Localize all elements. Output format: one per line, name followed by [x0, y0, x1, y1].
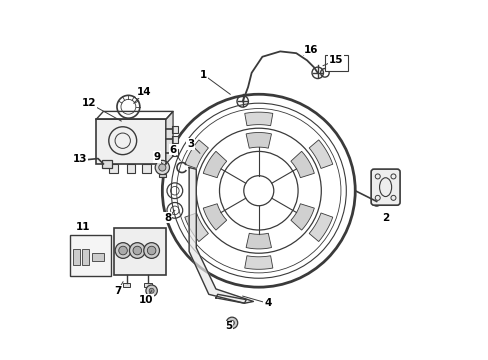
FancyBboxPatch shape [144, 283, 151, 287]
Text: 4: 4 [264, 298, 271, 308]
Polygon shape [308, 213, 332, 242]
Text: 2: 2 [381, 212, 388, 222]
Polygon shape [308, 140, 332, 168]
Polygon shape [203, 204, 226, 230]
Text: 8: 8 [164, 212, 171, 222]
Polygon shape [290, 151, 314, 178]
Text: 16: 16 [303, 45, 317, 55]
Text: 1: 1 [200, 69, 206, 80]
FancyBboxPatch shape [70, 235, 111, 276]
Text: 7: 7 [114, 286, 121, 296]
Circle shape [133, 246, 142, 255]
FancyBboxPatch shape [92, 252, 104, 261]
Text: 12: 12 [81, 98, 96, 108]
Text: 13: 13 [73, 154, 87, 163]
FancyBboxPatch shape [370, 169, 399, 205]
Text: 10: 10 [139, 295, 153, 305]
Polygon shape [245, 233, 271, 249]
Text: 15: 15 [327, 55, 342, 65]
Circle shape [155, 160, 169, 175]
Text: 6: 6 [169, 145, 176, 155]
Polygon shape [184, 140, 208, 168]
FancyBboxPatch shape [142, 164, 150, 173]
Circle shape [145, 285, 157, 296]
FancyBboxPatch shape [109, 164, 118, 173]
Text: 5: 5 [224, 321, 232, 332]
Text: 3: 3 [187, 139, 194, 149]
Circle shape [143, 243, 159, 258]
Circle shape [159, 164, 165, 171]
Polygon shape [245, 132, 271, 148]
Polygon shape [244, 256, 272, 269]
Circle shape [129, 243, 145, 258]
FancyBboxPatch shape [126, 164, 135, 173]
FancyBboxPatch shape [172, 149, 177, 156]
Circle shape [119, 246, 127, 255]
Text: 14: 14 [137, 87, 151, 98]
Text: 11: 11 [76, 222, 90, 232]
Circle shape [149, 288, 154, 293]
Polygon shape [189, 167, 253, 303]
FancyBboxPatch shape [82, 249, 89, 265]
Polygon shape [290, 204, 314, 230]
Polygon shape [244, 112, 272, 126]
Circle shape [115, 243, 131, 258]
Circle shape [147, 246, 156, 255]
FancyBboxPatch shape [73, 249, 80, 265]
FancyBboxPatch shape [172, 136, 177, 143]
FancyBboxPatch shape [96, 119, 165, 164]
FancyBboxPatch shape [114, 228, 165, 275]
FancyBboxPatch shape [159, 174, 165, 177]
FancyBboxPatch shape [102, 159, 112, 168]
Circle shape [371, 197, 381, 206]
FancyBboxPatch shape [172, 126, 177, 133]
Polygon shape [184, 213, 208, 242]
Text: 9: 9 [153, 152, 160, 162]
Circle shape [229, 320, 234, 325]
FancyBboxPatch shape [123, 283, 130, 287]
Polygon shape [203, 151, 226, 178]
FancyBboxPatch shape [325, 55, 348, 71]
Circle shape [226, 317, 237, 329]
Polygon shape [165, 111, 173, 164]
